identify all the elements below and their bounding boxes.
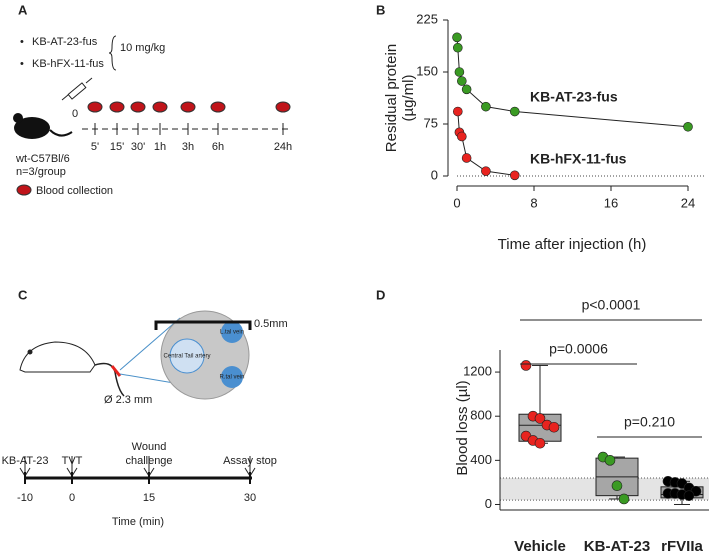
vessel-label: Central Tail artery [164,354,211,360]
comparison-label: p=0.210 [624,414,675,430]
tick-label: 30 [244,492,256,504]
point [683,121,693,132]
brace [108,35,117,71]
time-label: 3h [182,141,194,153]
tick-label: 0 [69,492,75,504]
mouse-strain: wt-C57Bl/6 [15,153,70,165]
point [520,360,532,371]
legend-text: Blood collection [36,185,113,197]
diameter: Ø 2.3 mm [104,394,152,406]
x-tick-label: 16 [604,195,618,210]
bullet: • [20,58,24,70]
panel-letter: C [18,287,28,302]
item: KB-hFX-11-fus [32,58,104,70]
point [454,67,465,77]
y-label: Blood loss (µl) [454,380,471,475]
series-label: KB-AT-23-fus [530,89,618,105]
dose: 10 mg/kg [120,42,165,54]
x-label: Time after injection (h) [498,236,647,253]
blood-dot [152,101,168,113]
point [481,101,491,112]
y-tick-label: 800 [470,408,492,423]
vessel [221,366,243,388]
item: KB-AT-23-fus [32,36,98,48]
tick-label: 15 [143,492,155,504]
cut-mark [110,365,122,377]
time-label: 15' [110,141,124,153]
blood-dot [109,101,125,113]
scale-bar [154,320,252,330]
mouse [13,113,73,139]
point [452,32,462,43]
series-line [456,37,689,128]
blood-dot [87,101,103,113]
panel-letter: A [18,2,28,17]
point [548,421,560,433]
event-label: Wound [132,441,167,453]
y-label: (µg/ml) [400,75,417,122]
time-label: 1h [154,141,166,153]
vessel [169,338,205,374]
y-tick-label: 225 [416,11,438,26]
vessel-label: R.tal vein [219,375,244,381]
panel-letter: B [376,2,385,17]
point [618,493,630,505]
series-line [457,111,515,176]
zoom-line [119,317,181,371]
time-label: 30' [131,141,145,153]
comparison-label: p<0.0001 [582,297,641,313]
point [509,170,520,181]
point [534,413,546,424]
point [604,455,616,466]
x-tick-label: 0 [453,195,460,210]
y-label: Residual protein [383,44,400,152]
y-tick-label: 150 [416,63,438,78]
y-tick-label: 1200 [463,364,492,379]
blood-dot [210,101,226,113]
x-tick-label: 8 [530,195,537,210]
category-label: rFVIIa [661,538,703,554]
blood-dot [130,101,146,113]
time-zero: 0 [72,108,78,120]
y-tick-label: 0 [485,496,492,511]
point [534,437,546,449]
legend-dot [16,184,32,196]
panel-letter: D [376,287,385,302]
y-tick-label: 400 [470,452,492,467]
blood-dot [180,101,196,113]
comparison-label: p=0.0006 [549,341,608,357]
point [457,76,467,86]
syringe [61,77,93,101]
category-label: KB-AT-23 [584,538,650,554]
scale-label: 0.5mm [254,318,288,330]
time-label: 6h [212,141,224,153]
point [452,42,463,53]
point [461,84,472,95]
mouse-n: n=3/group [16,166,66,178]
x-label: Time (min) [112,516,164,528]
point [683,490,695,501]
vessel-label: L.tal vein [220,330,244,336]
category-label: Vehicle [514,538,566,554]
bullet: • [20,36,24,48]
y-tick-label: 0 [431,167,438,182]
tick-label: -10 [17,492,33,504]
mouse-outline [19,341,125,397]
vessel [221,321,243,343]
time-label: 5' [91,141,99,153]
x-tick-label: 24 [681,195,695,210]
y-tick-label: 75 [424,115,438,130]
point [611,480,623,492]
point [452,106,463,117]
point [457,131,467,142]
blood-dot [275,101,291,113]
point [509,106,520,117]
time-label: 24h [274,141,292,153]
point [461,153,472,163]
series-label: KB-hFX-11-fus [530,151,627,167]
point [481,166,491,176]
